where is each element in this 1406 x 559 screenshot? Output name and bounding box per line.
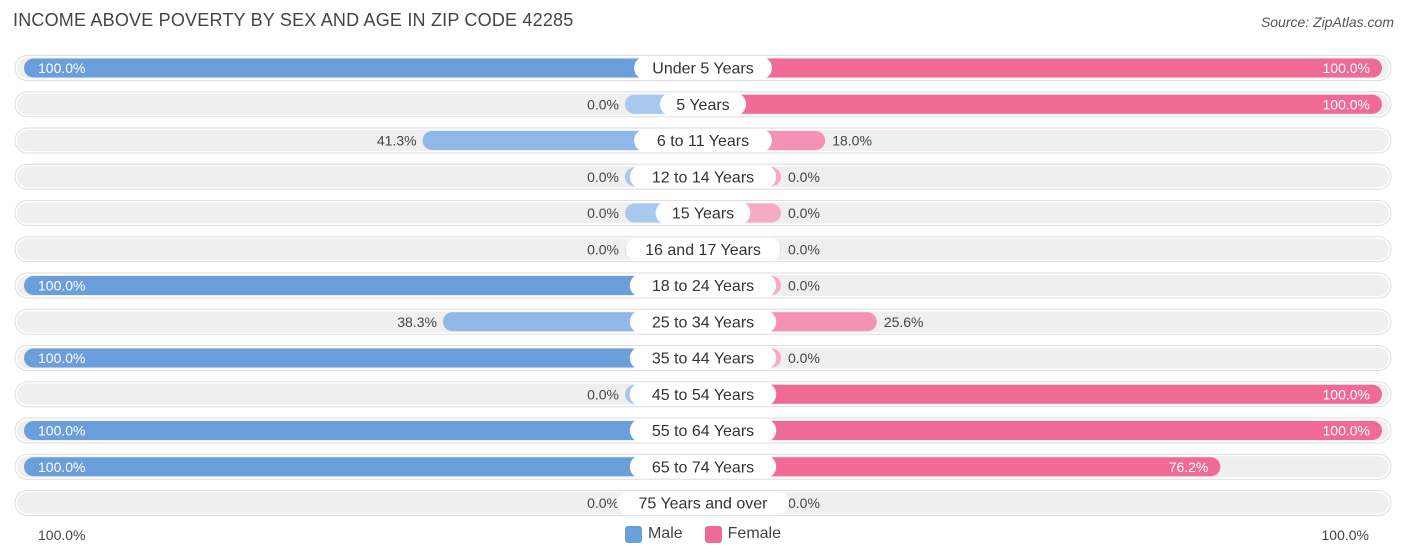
category-pill-16-and-17-years — [625, 237, 781, 261]
category-pill-6-to-11-years — [634, 129, 772, 152]
category-label-5-years: 5 Years — [676, 97, 729, 114]
legend-swatch-male — [624, 525, 642, 543]
diverging-bar-chart: 100.0% 100.0% Under 5 Years 0.0% 100.0% 5 Yea… — [14, 55, 1392, 516]
category-pill-12-to-14-years — [629, 165, 777, 189]
bar-male-under-5-years — [24, 58, 703, 78]
bar-male-55-to-64-years — [24, 421, 703, 440]
value-label-male-75-years-and-over: 0.0% — [587, 495, 619, 511]
value-label-male-55-to-64-years: 100.0% — [38, 423, 85, 439]
row-65-to-74-years: 100.0% 76.2% 65 to 74 Years — [14, 453, 1392, 480]
category-label-25-to-34-years: 25 to 34 Years — [652, 314, 754, 331]
row-75-years-and-over: 0.0% 0.0% 75 Years and over — [14, 490, 1392, 516]
bar-female-55-to-64-years — [703, 421, 1382, 440]
category-label-12-to-14-years: 12 to 14 Years — [652, 169, 754, 186]
category-label-45-to-54-years: 45 to 54 Years — [652, 387, 754, 404]
value-label-female-65-to-74-years: 76.2% — [1169, 459, 1209, 475]
chart-title: INCOME ABOVE POVERTY BY SEX AND AGE IN Z… — [13, 10, 574, 30]
value-label-male-under-5-years: 100.0% — [38, 60, 85, 76]
bar-female-under-5-years — [703, 58, 1382, 78]
category-pill-55-to-64-years — [629, 419, 777, 442]
value-label-male-35-to-44-years: 100.0% — [38, 350, 85, 366]
category-pill-65-to-74-years — [629, 455, 777, 479]
row-12-to-14-years: 0.0% 0.0% 12 to 14 Years — [14, 163, 1392, 190]
value-label-female-35-to-44-years: 0.0% — [788, 350, 820, 366]
bar-male-18-to-24-years — [24, 276, 703, 295]
value-label-male-16-and-17-years: 0.0% — [587, 241, 619, 257]
category-pill-18-to-24-years — [629, 274, 777, 297]
value-label-female-16-and-17-years: 0.0% — [788, 241, 820, 257]
category-pill-5-years — [659, 92, 747, 116]
value-label-female-6-to-11-years: 18.0% — [832, 133, 872, 149]
legend: Male Female — [0, 523, 1406, 545]
row-55-to-64-years: 100.0% 100.0% 55 to 64 Years — [14, 417, 1392, 444]
category-label-18-to-24-years: 18 to 24 Years — [652, 278, 754, 295]
row-under-5-years: 100.0% 100.0% Under 5 Years — [14, 55, 1392, 81]
value-label-female-5-years: 100.0% — [1323, 96, 1370, 112]
value-label-male-5-years: 0.0% — [587, 96, 619, 112]
value-label-male-45-to-54-years: 0.0% — [587, 386, 619, 402]
category-label-under-5-years: Under 5 Years — [652, 61, 753, 78]
row-35-to-44-years: 100.0% 0.0% 35 to 44 Years — [14, 345, 1392, 371]
category-label-16-and-17-years: 16 and 17 Years — [645, 242, 761, 259]
legend-label-female: Female — [727, 525, 782, 542]
category-label-75-years-and-over: 75 Years and over — [639, 496, 769, 513]
legend-item-female: Female — [704, 525, 782, 543]
category-label-35-to-44-years: 35 to 44 Years — [652, 351, 754, 368]
legend-label-male: Male — [647, 525, 683, 542]
legend-item-male: Male — [624, 525, 683, 543]
bar-male-6-to-11-years — [422, 131, 703, 150]
category-label-15-years: 15 Years — [672, 206, 734, 223]
row-45-to-54-years: 0.0% 100.0% 45 to 54 Years — [14, 381, 1392, 408]
row-6-to-11-years: 41.3% 18.0% 6 to 11 Years — [14, 127, 1392, 154]
row-25-to-34-years: 38.3% 25.6% 25 to 34 Years — [14, 308, 1392, 335]
bar-female-65-to-74-years — [703, 457, 1221, 477]
value-label-male-6-to-11-years: 41.3% — [377, 133, 417, 149]
value-label-female-12-to-14-years: 0.0% — [788, 169, 820, 185]
row-18-to-24-years: 100.0% 0.0% 18 to 24 Years — [14, 272, 1392, 299]
category-pill-under-5-years — [634, 56, 772, 80]
category-pill-75-years-and-over — [616, 491, 790, 515]
row-15-years: 0.0% 0.0% 15 Years — [14, 200, 1392, 226]
value-label-female-45-to-54-years: 100.0% — [1323, 386, 1370, 402]
axis-right-label: 100.0% — [1321, 527, 1369, 543]
source-label: Source: ZipAtlas.com — [1260, 14, 1394, 30]
category-pill-25-to-34-years — [629, 310, 777, 334]
category-pill-15-years — [655, 201, 751, 225]
category-label-55-to-64-years: 55 to 64 Years — [652, 423, 754, 440]
bar-male-35-to-44-years — [24, 348, 703, 368]
axis-left-label: 100.0% — [38, 527, 86, 543]
value-label-female-55-to-64-years: 100.0% — [1323, 423, 1370, 439]
bar-female-45-to-54-years — [703, 384, 1382, 404]
bar-female-5-years — [703, 94, 1382, 114]
category-label-6-to-11-years: 6 to 11 Years — [657, 133, 749, 150]
value-label-male-18-to-24-years: 100.0% — [38, 278, 85, 294]
row-16-and-17-years: 0.0% 0.0% 16 and 17 Years — [14, 236, 1392, 263]
value-label-female-75-years-and-over: 0.0% — [788, 495, 820, 511]
row-5-years: 0.0% 100.0% 5 Years — [14, 91, 1392, 118]
value-label-male-15-years: 0.0% — [587, 205, 619, 221]
value-label-male-25-to-34-years: 38.3% — [397, 314, 437, 330]
value-label-female-18-to-24-years: 0.0% — [788, 278, 820, 294]
bar-male-65-to-74-years — [24, 457, 703, 477]
category-pill-45-to-54-years — [629, 382, 777, 406]
legend-swatch-female — [704, 525, 722, 543]
value-label-female-15-years: 0.0% — [788, 205, 820, 221]
category-pill-35-to-44-years — [629, 346, 777, 370]
value-label-female-25-to-34-years: 25.6% — [884, 314, 924, 330]
value-label-male-65-to-74-years: 100.0% — [38, 459, 85, 475]
value-label-female-under-5-years: 100.0% — [1323, 60, 1370, 76]
category-label-65-to-74-years: 65 to 74 Years — [652, 459, 754, 476]
value-label-male-12-to-14-years: 0.0% — [587, 169, 619, 185]
